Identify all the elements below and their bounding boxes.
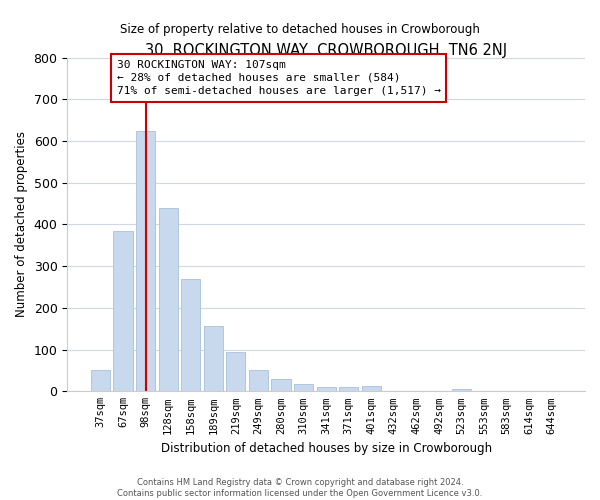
Text: 30 ROCKINGTON WAY: 107sqm
← 28% of detached houses are smaller (584)
71% of semi: 30 ROCKINGTON WAY: 107sqm ← 28% of detac… <box>116 60 440 96</box>
Title: 30, ROCKINGTON WAY, CROWBOROUGH, TN6 2NJ: 30, ROCKINGTON WAY, CROWBOROUGH, TN6 2NJ <box>145 42 507 58</box>
Bar <box>249 370 268 392</box>
Bar <box>452 389 471 392</box>
Bar <box>158 208 178 392</box>
Y-axis label: Number of detached properties: Number of detached properties <box>15 132 28 318</box>
Text: Size of property relative to detached houses in Crowborough: Size of property relative to detached ho… <box>120 22 480 36</box>
Bar <box>203 326 223 392</box>
Bar <box>271 379 290 392</box>
Bar <box>226 352 245 392</box>
Bar <box>339 387 358 392</box>
Bar <box>317 387 336 392</box>
Bar <box>294 384 313 392</box>
X-axis label: Distribution of detached houses by size in Crowborough: Distribution of detached houses by size … <box>161 442 492 455</box>
Bar <box>362 386 381 392</box>
Text: Contains HM Land Registry data © Crown copyright and database right 2024.
Contai: Contains HM Land Registry data © Crown c… <box>118 478 482 498</box>
Bar <box>181 280 200 392</box>
Bar <box>113 230 133 392</box>
Bar <box>136 130 155 392</box>
Bar <box>91 370 110 392</box>
